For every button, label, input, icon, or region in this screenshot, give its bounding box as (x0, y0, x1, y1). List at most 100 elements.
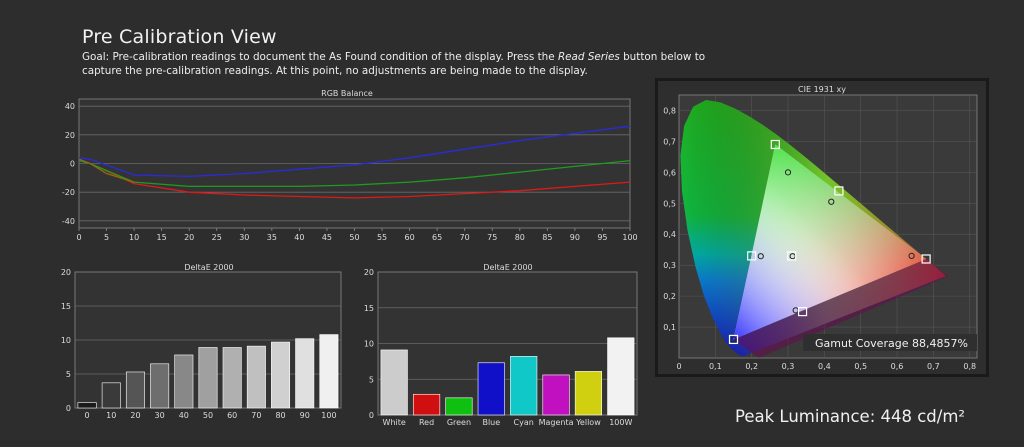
measured-point (728, 334, 739, 345)
x-tick-label: 15 (157, 233, 167, 242)
x-tick-label: 5 (104, 233, 109, 242)
gamut-spill (733, 258, 948, 358)
target-point (784, 169, 792, 176)
x-tick-label: 50 (203, 411, 213, 420)
bar (77, 402, 97, 409)
x-tick-label: 50 (349, 233, 359, 242)
x-tick-label: 100 (622, 233, 637, 242)
target-point (908, 252, 915, 259)
y-tick-label: -20 (62, 188, 75, 197)
bar (246, 345, 266, 409)
y-tick-label: 0,8 (663, 106, 676, 115)
x-tick-label: 10 (129, 233, 139, 242)
peak-luminance: Peak Luminance: 448 cd/m² (735, 407, 966, 426)
x-tick-label: 35 (267, 233, 277, 242)
gamut-coverage-box (803, 334, 977, 351)
measured-point (834, 186, 844, 196)
x-tick-label: 10 (106, 411, 116, 420)
y-tick-label: 0,3 (663, 261, 676, 270)
y-tick-label: 5 (369, 375, 374, 384)
bar (412, 393, 441, 416)
measured-point (921, 254, 931, 264)
chart-title: DeltaE 2000 (184, 263, 233, 272)
x-tick-label: 95 (597, 233, 607, 242)
chart-title: RGB Balance (321, 89, 373, 98)
bar (380, 349, 408, 416)
x-tick-label: 0 (676, 362, 681, 371)
x-tick-label: White (383, 418, 406, 427)
bar (150, 363, 170, 409)
x-tick-label: 80 (275, 411, 285, 420)
y-tick-label: 15 (364, 304, 374, 313)
bar (198, 347, 218, 409)
x-tick-label: 20 (130, 411, 140, 420)
chart-title: CIE 1931 xy (798, 85, 846, 94)
x-tick-label: Cyan (514, 418, 534, 427)
y-tick-label: 10 (364, 340, 374, 349)
bar (271, 341, 291, 409)
x-tick-label: 0,1 (709, 362, 722, 371)
x-tick-label: 0 (85, 411, 90, 420)
x-tick-label: Green (447, 418, 471, 427)
y-tick-label: 0,2 (663, 292, 676, 301)
series-line (78, 125, 631, 178)
y-tick-label: 0,6 (663, 168, 676, 177)
bar (174, 354, 194, 409)
x-tick-label: 40 (179, 411, 189, 420)
x-tick-label: 55 (377, 233, 387, 242)
x-tick-label: 65 (432, 233, 442, 242)
measured-point (797, 306, 808, 317)
gamut-coverage-label: Gamut Coverage 88,4857% (815, 337, 968, 350)
y-tick-label: 20 (364, 268, 374, 277)
bar (574, 371, 603, 416)
bar (295, 338, 315, 409)
x-tick-label: 45 (322, 233, 332, 242)
y-tick-label: 20 (65, 131, 75, 140)
measured-point (770, 139, 780, 150)
x-tick-label: 100W (609, 418, 632, 427)
bar (542, 374, 570, 416)
target-point (828, 198, 835, 205)
x-tick-label: 20 (184, 233, 194, 242)
y-tick-label: 20 (61, 268, 71, 277)
x-tick-label: 60 (405, 233, 415, 242)
target-point (757, 253, 764, 260)
x-tick-label: 60 (227, 411, 237, 420)
gamut-blue-fill (733, 144, 927, 340)
x-tick-label: 30 (155, 411, 165, 420)
page-title: Pre Calibration View (82, 26, 277, 48)
series-line (78, 158, 135, 183)
x-tick-label: 0,7 (927, 362, 940, 371)
cie-1931-chart: CIE 1931 xy 0 0,1 0,2 0,3 0,4 0,5 0,6 0,7 0,8 0,1… (655, 78, 989, 377)
x-tick-label: 85 (542, 233, 552, 242)
y-tick-label: 0,1 (663, 323, 676, 332)
x-tick-label: Red (419, 418, 434, 427)
y-tick-label: 0 (66, 404, 71, 413)
y-tick-label: 0,5 (663, 199, 676, 208)
x-tick-label: 30 (239, 233, 249, 242)
read-series-ref: Read Series (557, 51, 620, 63)
measured-point (747, 251, 757, 261)
color-deltae-chart: DeltaE 2000 20 15 10 5 0 White Red Green Blue Cya… (364, 263, 638, 427)
y-tick-label: 0 (70, 160, 75, 169)
x-tick-label: 90 (300, 411, 310, 420)
y-tick-label: 0,4 (663, 230, 676, 239)
y-tick-label: 40 (65, 102, 75, 111)
x-tick-label: 25 (212, 233, 222, 242)
y-tick-label: 0 (369, 411, 374, 420)
x-tick-label: 75 (487, 233, 497, 242)
target-point (730, 336, 737, 343)
x-tick-label: 0,6 (891, 362, 904, 371)
y-tick-label: 10 (61, 336, 71, 345)
x-tick-label: Yellow (575, 418, 601, 427)
series-line (78, 159, 631, 188)
y-tick-label: 0,7 (663, 137, 676, 146)
bar (607, 337, 635, 416)
x-tick-label: 0 (76, 233, 81, 242)
bar (477, 362, 505, 416)
x-tick-label: 0,4 (818, 362, 831, 371)
x-tick-label: 0,8 (963, 362, 976, 371)
bar (319, 334, 339, 409)
